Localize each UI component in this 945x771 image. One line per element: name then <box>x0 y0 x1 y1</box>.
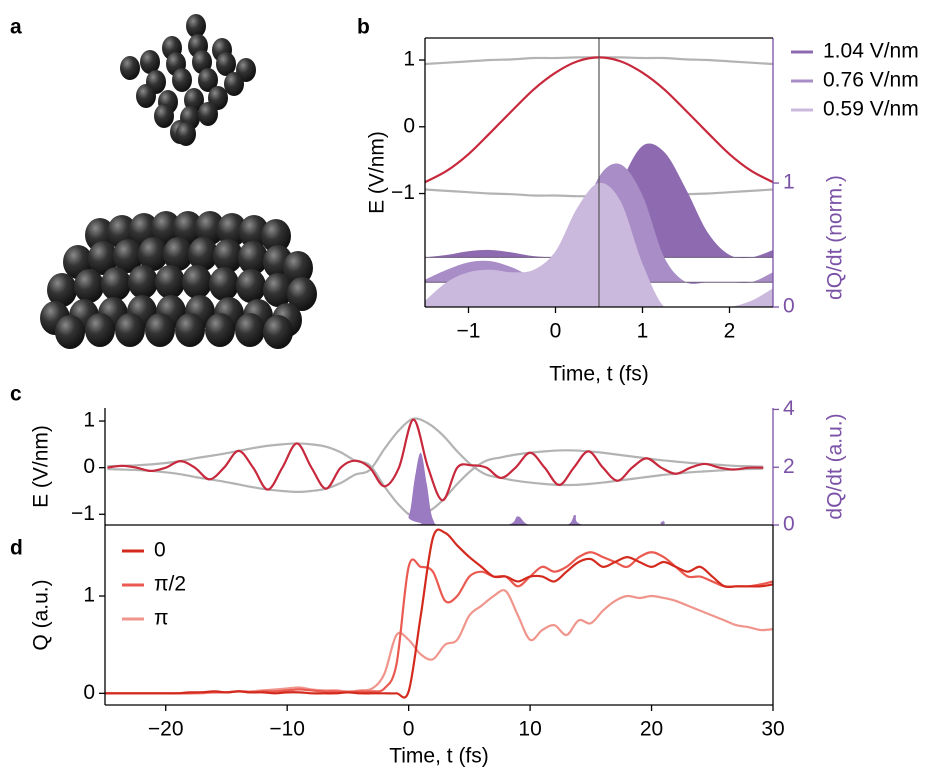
x-tick-label: 30 <box>761 718 784 741</box>
y2-tick-label: 1 <box>783 171 795 194</box>
x-tick-label: 1 <box>637 320 649 343</box>
plot-area <box>105 417 773 525</box>
line <box>107 417 764 494</box>
legend-label: 0.76 V/nm <box>823 69 919 92</box>
area <box>105 452 773 525</box>
y-tick-label: −1 <box>391 181 415 204</box>
x-tick-label: 0 <box>550 320 562 343</box>
panel: −20 −10 0 10 20 30 0 1 d Time, t (fs) Q (a.u.) 0 π/2… <box>10 524 785 768</box>
area <box>425 143 773 259</box>
x-axis-label: Time, t (fs) <box>389 745 489 768</box>
x-tick-label: −1 <box>457 320 481 343</box>
panel-label: d <box>10 537 23 560</box>
x-tick-label: 2 <box>724 320 736 343</box>
line <box>105 551 773 695</box>
legend-label: 1.04 V/nm <box>823 40 919 63</box>
y-axis-label: E (V/nm) <box>366 131 389 214</box>
y-tick-label: −1 <box>71 502 95 525</box>
panel: −1 0 1 2 −1 0 1 0 1 b Time, t (fs) E (V/nm) dQ/dt (n… <box>357 16 919 386</box>
x-tick-label: −10 <box>269 718 305 741</box>
y-axis-label: Q (a.u.) <box>30 579 53 650</box>
y-tick-label: 1 <box>403 48 415 71</box>
legend-label: π <box>154 607 169 630</box>
x-axis-label: Time, t (fs) <box>549 363 649 386</box>
y-tick-label: 0 <box>83 681 95 704</box>
line <box>105 528 773 699</box>
y-tick-label: 0 <box>403 114 415 137</box>
y-tick-label: 1 <box>83 409 95 432</box>
cluster-illustration <box>120 14 256 146</box>
panel-label: c <box>10 383 22 406</box>
panel-label: a <box>10 16 22 39</box>
y-axis-label: E (V/nm) <box>30 425 53 508</box>
slab-illustration <box>40 211 317 349</box>
line <box>107 442 764 518</box>
plot-area <box>425 38 773 307</box>
legend-label: 0.59 V/nm <box>823 98 919 121</box>
x-tick-label: −20 <box>148 718 184 741</box>
y2-tick-label: 0 <box>783 513 795 536</box>
plot-area <box>105 528 773 699</box>
x-tick-label: 10 <box>518 718 541 741</box>
legend-label: 0 <box>154 539 166 562</box>
y2-tick-label: 4 <box>783 397 795 420</box>
x-tick-label: 20 <box>640 718 663 741</box>
line <box>105 589 773 695</box>
legend-label: π/2 <box>154 573 186 596</box>
panel: −1 0 1 0 2 4 c E (V/nm) dQ/dt (a.u.) <box>10 383 847 536</box>
panel-label: b <box>357 16 370 39</box>
y2-axis-label: dQ/dt (a.u.) <box>824 413 847 519</box>
line <box>107 418 764 502</box>
y2-tick-label: 2 <box>783 455 795 478</box>
y2-tick-label: 0 <box>783 295 795 318</box>
y-tick-label: 0 <box>83 455 95 478</box>
x-tick-label: 0 <box>403 718 415 741</box>
y-tick-label: 1 <box>83 584 95 607</box>
y2-axis-label: dQ/dt (norm.) <box>824 175 847 300</box>
